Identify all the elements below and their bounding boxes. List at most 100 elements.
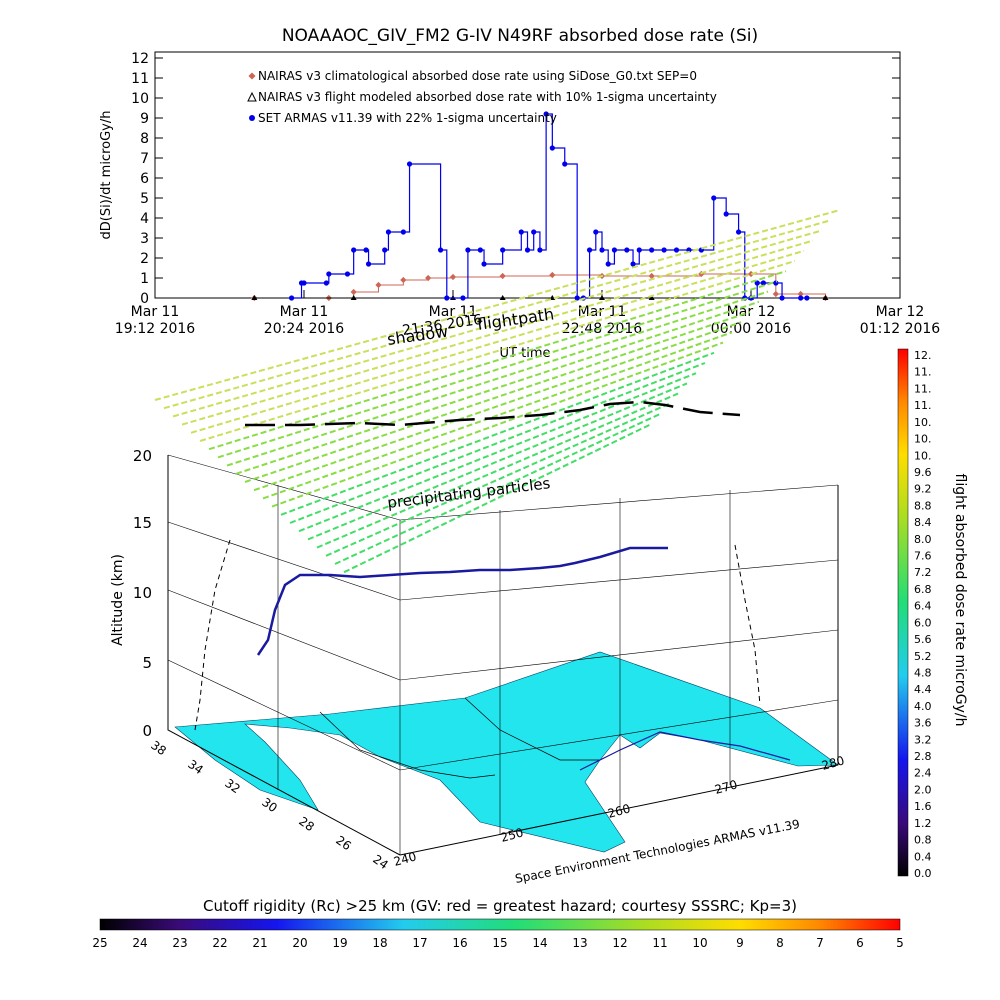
precip-line — [289, 362, 706, 524]
data-point — [798, 295, 804, 301]
data-point — [437, 247, 444, 253]
cutoff-tick-label: 21 — [252, 936, 267, 950]
data-point — [350, 295, 357, 300]
y-tick-label: 7 — [140, 151, 149, 167]
x-tick-date: Mar 12 — [727, 304, 776, 320]
legend-marker — [247, 91, 257, 102]
colorbar-tick-label: 3.2 — [914, 733, 932, 746]
colorbar-tick-group: 12. 11. 11. 11. 10. 10. 10. 9.6 9.2 8.8 8.4 8.0 7.6 7… — [914, 349, 932, 880]
precip-line — [217, 280, 778, 459]
data-point — [499, 272, 506, 280]
data-point — [605, 261, 611, 267]
data-point — [365, 261, 372, 267]
data-point — [630, 261, 636, 267]
data-point — [822, 295, 829, 300]
y-tick-label: 10 — [131, 91, 149, 107]
y-axis-label: dD(Si)/dt microGy/h — [99, 111, 114, 240]
cutoff-tick-label: 8 — [776, 936, 784, 950]
y-tick-label: 4 — [140, 211, 149, 227]
z-tick-group: 0 5 10 15 20 — [133, 447, 152, 740]
precip-line — [244, 311, 751, 483]
legend-entry-0: NAIRAS v3 climatological absorbed dose r… — [258, 69, 697, 83]
cutoff-tick-label: 15 — [492, 936, 507, 950]
data-point — [460, 295, 466, 301]
data-point — [543, 111, 549, 117]
colorbar-tick-label: 9.2 — [914, 483, 932, 496]
legend: NAIRAS v3 climatological absorbed dose r… — [247, 69, 717, 125]
data-point — [673, 247, 680, 253]
data-point — [586, 247, 593, 253]
cutoff-tick-group: 25 24 23 22 21 20 19 18 17 16 15 14 13 12 11 10 9 8 7 6 5 — [92, 936, 903, 950]
lat-tick-label: 26 — [333, 833, 354, 853]
grid-line — [399, 699, 839, 771]
colorbar-gradient — [897, 348, 909, 877]
cutoff-tick-label: 12 — [612, 936, 627, 950]
precip-line — [235, 300, 760, 475]
lon-tick-label: 240 — [392, 849, 418, 868]
data-point — [772, 290, 779, 298]
precip-line — [253, 321, 742, 492]
data-point — [385, 229, 392, 235]
dose-colorbar: 12. 11. 11. 11. 10. 10. 10. 9.6 9.2 8.8 8.4 8.0 7.6 7… — [897, 348, 968, 880]
y-tick-label: 9 — [140, 111, 149, 127]
colorbar-tick-label: 11. — [914, 382, 932, 395]
data-point — [524, 247, 531, 253]
data-point — [400, 276, 407, 284]
data-point — [382, 247, 388, 253]
precip-line — [154, 209, 841, 401]
data-point — [773, 280, 779, 286]
data-point — [363, 247, 369, 253]
cutoff-gradient — [99, 918, 901, 931]
y-tick-label: 5 — [140, 191, 149, 207]
cutoff-tick-label: 13 — [572, 936, 587, 950]
box-front-left — [167, 455, 401, 856]
data-point — [804, 295, 810, 301]
colorbar-tick-label: 3.6 — [914, 717, 932, 730]
cutoff-tick-label: 18 — [372, 936, 387, 950]
precip-line — [208, 270, 787, 451]
z-axis-label: Altitude (km) — [110, 554, 126, 646]
plot-frame — [154, 51, 901, 299]
cutoff-tick-label: 23 — [172, 936, 187, 950]
data-point — [344, 271, 351, 277]
data-point — [301, 280, 307, 286]
data-point — [477, 247, 483, 253]
data-point — [562, 161, 568, 167]
data-point — [723, 211, 729, 217]
colorbar-tick-label: 9.6 — [914, 466, 932, 479]
land-mass — [174, 651, 839, 853]
state-borders — [319, 711, 496, 779]
data-point — [323, 280, 329, 286]
data-point — [711, 195, 717, 201]
cutoff-tick-label: 20 — [292, 936, 307, 950]
colorbar-label: flight absorbed dose rate microGy/h — [952, 474, 968, 727]
legend-marker — [248, 72, 256, 80]
colorbar-tick-label: 10. — [914, 433, 932, 446]
grid-line — [167, 659, 401, 771]
colorbar-tick-label: 4.8 — [914, 666, 932, 679]
precip-line — [316, 392, 679, 549]
colorbar-tick-label: 2.8 — [914, 750, 932, 763]
precip-line — [334, 413, 661, 565]
x-tick-date: Mar 11 — [280, 304, 329, 320]
series-group — [251, 111, 829, 302]
precip-line — [271, 341, 724, 508]
x-tick-time: 01:12 2016 — [860, 321, 941, 337]
precip-line — [262, 331, 733, 500]
colorbar-tick-label: 0.0 — [914, 867, 932, 880]
cutoff-tick-label: 14 — [532, 936, 547, 950]
colorbar-tick-label: 0.8 — [914, 834, 932, 847]
x-tick-time: 20:24 2016 — [264, 321, 345, 337]
colorbar-tick-label: 12. — [914, 349, 932, 362]
colorbar-tick-label: 6.8 — [914, 583, 932, 596]
grid-line — [399, 559, 839, 601]
y-tick-label: 6 — [140, 171, 149, 187]
data-point — [500, 247, 506, 253]
data-point — [481, 261, 487, 267]
cutoff-title: Cutoff rigidity (Rc) >25 km (GV: red = g… — [203, 897, 797, 915]
data-point — [735, 229, 742, 235]
colorbar-tick-label: 7.6 — [914, 550, 932, 563]
data-point — [425, 274, 432, 282]
data-point — [754, 280, 760, 286]
